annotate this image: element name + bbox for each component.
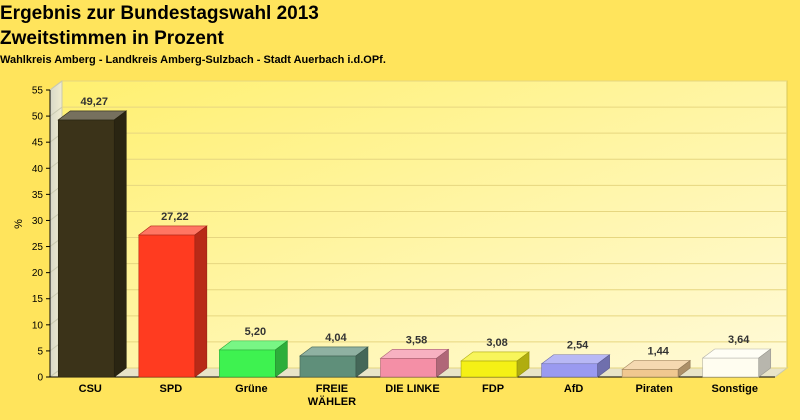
y-tick-label: 10	[32, 320, 44, 331]
bar-side	[436, 348, 449, 378]
y-axis-label: %	[13, 219, 25, 229]
chart-region-subtitle: Wahlkreis Amberg - Landkreis Amberg-Sulz…	[0, 54, 386, 66]
bar-side	[516, 351, 530, 378]
bar-side	[275, 340, 288, 378]
gridline-side	[49, 80, 63, 91]
y-tick-label: 30	[32, 216, 44, 227]
bar-front	[621, 369, 679, 378]
x-tick-label: Sonstige	[711, 383, 757, 395]
bar-side	[597, 354, 610, 378]
bar-csu	[57, 110, 128, 378]
bar-front	[541, 363, 598, 378]
labels: % 49,27 CSU 27,22 SPD 5,20 Grüne 4,04 FREIEWÄHLE…	[13, 96, 758, 408]
bar-side	[194, 225, 208, 378]
bar-spd	[137, 225, 208, 378]
chart-subtitle: Zweitstimmen in Prozent	[0, 28, 224, 49]
data-label: 4,04	[325, 332, 347, 344]
y-tick-label: 5	[37, 346, 43, 357]
bar-sonstige	[701, 348, 772, 378]
chart-title: Ergebnis zur Bundestagswahl 2013	[0, 3, 319, 24]
data-label: 5,20	[245, 326, 266, 338]
bar-fdp	[460, 351, 530, 378]
bar-front	[380, 358, 437, 378]
bars	[57, 110, 772, 378]
x-tick-label: Grüne	[235, 383, 267, 395]
y-tick-label: 15	[32, 294, 44, 305]
bar-front	[138, 234, 196, 378]
x-tick-label: Piraten	[636, 383, 674, 395]
bar-freie-wähler	[299, 346, 369, 378]
x-tick-label: WÄHLER	[308, 395, 356, 408]
y-tick-label: 35	[32, 190, 44, 201]
data-label: 1,44	[647, 345, 669, 357]
bar-die-linke	[379, 348, 450, 378]
y-tick-label: 40	[32, 164, 44, 175]
bar-front	[460, 360, 518, 378]
bar-grüne	[218, 340, 289, 378]
y-tick-label: 50	[32, 112, 44, 123]
data-label: 3,58	[406, 334, 427, 346]
bar-front	[299, 355, 357, 378]
y-tick-label: 45	[32, 138, 44, 149]
data-label: 3,64	[728, 334, 750, 346]
data-label: 3,08	[486, 337, 507, 349]
x-tick-label: DIE LINKE	[385, 383, 439, 395]
data-label: 2,54	[567, 340, 589, 352]
y-tick-label: 20	[32, 268, 44, 279]
y-tick-label: 0	[37, 373, 43, 384]
bar-side	[355, 346, 369, 378]
y-tick-label: 25	[32, 242, 44, 253]
x-tick-label: FDP	[482, 383, 504, 395]
x-tick-label: FREIE	[316, 383, 348, 395]
bar-side	[677, 359, 691, 378]
y-tick-label: 55	[32, 86, 44, 97]
bar-side	[113, 110, 127, 378]
bar-afd	[540, 354, 611, 378]
data-label: 49,27	[81, 96, 109, 108]
x-tick-label: AfD	[564, 383, 584, 395]
x-tick-label: SPD	[160, 383, 183, 395]
bar-front	[219, 349, 276, 378]
data-label: 27,22	[161, 211, 189, 223]
bar-front	[702, 357, 760, 378]
bar-front	[57, 119, 115, 378]
bar-piraten	[621, 359, 692, 378]
bar-side	[758, 348, 772, 378]
gridline-side	[49, 106, 63, 117]
x-tick-label: CSU	[79, 383, 102, 395]
